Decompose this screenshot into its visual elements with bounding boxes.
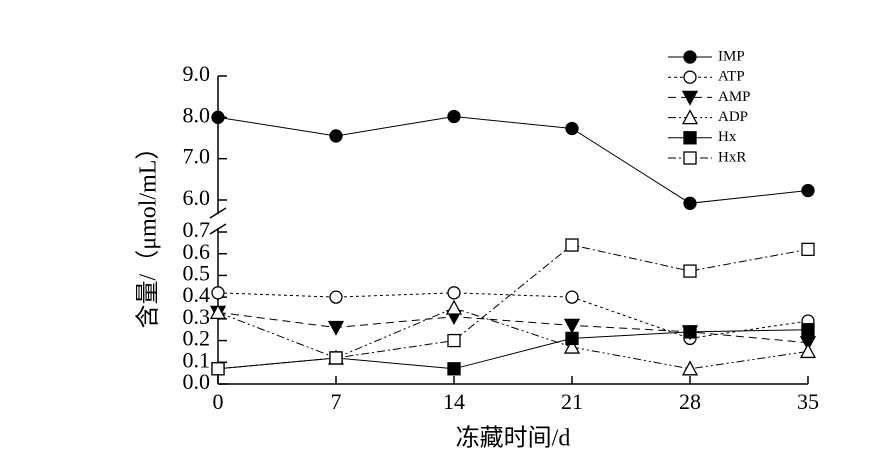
legend-marker	[683, 151, 697, 165]
y-tick-label: 0.3	[183, 304, 211, 329]
marker	[447, 333, 461, 348]
marker	[209, 303, 227, 319]
x-tick-label: 35	[797, 389, 819, 414]
legend-marker	[683, 50, 697, 64]
x-axis-label: 冻藏时间/d	[456, 425, 571, 452]
marker	[329, 351, 343, 365]
series-line	[217, 292, 809, 339]
series-line	[217, 307, 809, 370]
y-axis-label: 含量/（μmol/mL）	[135, 136, 162, 329]
y-tick-label: 0.4	[183, 282, 211, 307]
marker	[801, 323, 815, 337]
marker	[565, 331, 579, 346]
legend-marker	[683, 70, 697, 84]
marker	[683, 196, 697, 210]
marker	[683, 264, 697, 278]
legend-label: Hx	[718, 129, 737, 145]
marker	[565, 121, 579, 136]
y-tick-label: 7.0	[183, 144, 211, 169]
marker	[447, 286, 461, 300]
y-tick-label: 0.6	[183, 239, 211, 264]
y-tick-label: 0.5	[183, 260, 211, 285]
y-tick-label: 0.2	[183, 326, 211, 351]
legend-label: ATP	[718, 69, 745, 85]
axis-break	[209, 207, 227, 219]
y-tick-label: 9.0	[183, 61, 211, 86]
series-line	[217, 329, 809, 370]
marker	[327, 320, 345, 336]
marker	[447, 109, 461, 124]
series-line	[217, 244, 809, 370]
y-tick-label: 0.7	[183, 217, 211, 242]
marker	[565, 290, 579, 304]
y-tick-label: 8.0	[183, 102, 211, 127]
y-tick-label: 0.1	[183, 347, 211, 372]
x-tick-label: 14	[443, 389, 465, 414]
legend-marker	[681, 109, 699, 125]
x-tick-label: 7	[331, 389, 342, 414]
marker	[563, 338, 581, 354]
marker	[801, 242, 815, 257]
y-tick-label: 6.0	[183, 185, 211, 210]
series-line	[217, 116, 809, 204]
marker	[799, 343, 817, 359]
marker	[565, 238, 579, 252]
axis-break	[209, 223, 227, 235]
marker	[447, 362, 461, 376]
marker	[211, 110, 225, 124]
marker	[681, 360, 699, 376]
x-tick-label: 0	[213, 389, 224, 414]
marker	[801, 183, 815, 198]
legend-marker	[683, 131, 697, 145]
marker	[563, 318, 581, 334]
legend-label: IMP	[718, 48, 745, 64]
marker	[329, 129, 343, 143]
x-tick-label: 28	[679, 389, 701, 414]
legend-label: ADP	[718, 109, 748, 125]
marker	[445, 299, 463, 315]
y-tick-label: 0.0	[183, 369, 211, 394]
legend-label: HxR	[718, 149, 746, 165]
marker	[211, 286, 225, 300]
x-tick-label: 21	[561, 389, 583, 414]
legend-marker	[681, 90, 699, 106]
marker	[211, 362, 225, 376]
marker	[683, 325, 697, 339]
marker	[329, 290, 343, 304]
legend-label: AMP	[718, 89, 751, 105]
